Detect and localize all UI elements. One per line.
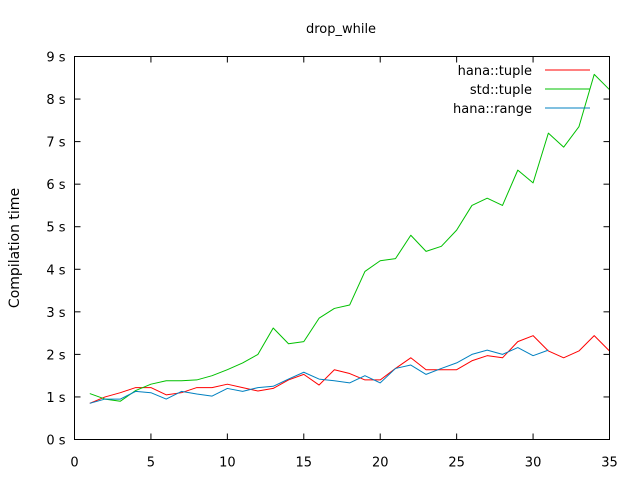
- y-tick-label: 8 s: [46, 93, 65, 108]
- y-tick-label: 3 s: [46, 306, 65, 321]
- series-lines: [89, 73, 610, 404]
- x-tick-label: 25: [448, 456, 465, 471]
- y-tick-label: 9 s: [46, 51, 65, 66]
- y-axis-label: Compilation time: [7, 188, 23, 308]
- series-line-hana-range: [89, 347, 549, 404]
- series-line-hana-tuple: [89, 335, 610, 404]
- chart-title: drop_while: [306, 22, 376, 37]
- y-tick-label: 5 s: [46, 221, 65, 236]
- plot-frame: [74, 56, 610, 440]
- x-tick-label: 0: [70, 456, 78, 471]
- x-tick-label: 15: [296, 456, 313, 471]
- y-tick-label: 1 s: [46, 391, 65, 406]
- y-tick-label: 0 s: [46, 434, 65, 449]
- legend-label: hana::tuple: [458, 64, 532, 79]
- legend-label: std::tuple: [470, 83, 532, 98]
- x-tick-label: 10: [219, 456, 236, 471]
- x-tick-label: 35: [601, 456, 618, 471]
- y-tick-label: 4 s: [46, 263, 65, 278]
- legend-label: hana::range: [453, 102, 532, 117]
- series-line-std-tuple: [89, 73, 610, 402]
- axis-ticks: 0 5 10 15 20 25 30 35 0 s 1 s 2 s 3 s 4 s 5 s 6 s 7 s 8 …: [46, 51, 617, 471]
- y-tick-label: 6 s: [46, 178, 65, 193]
- x-tick-label: 30: [525, 456, 542, 471]
- y-tick-label: 7 s: [46, 136, 65, 151]
- x-tick-label: 20: [372, 456, 389, 471]
- x-tick-label: 5: [147, 456, 155, 471]
- y-tick-label: 2 s: [46, 348, 65, 363]
